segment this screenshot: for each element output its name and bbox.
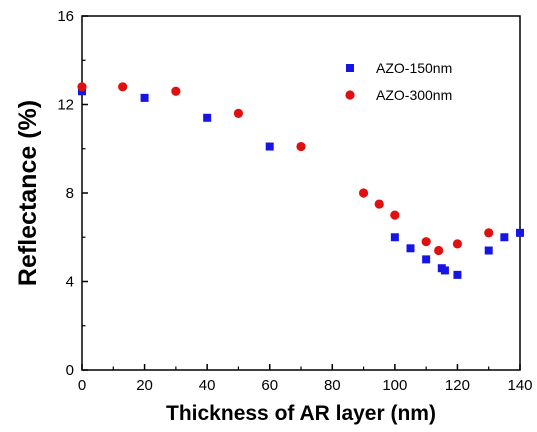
x-tick-label: 100 [382, 377, 407, 394]
plot-border [81, 15, 521, 371]
y-tick-label: 8 [66, 185, 74, 202]
y-tick-label: 16 [57, 8, 74, 25]
azo-150nm-point [390, 233, 399, 242]
azo-300nm-point [452, 239, 463, 249]
x-tick-label: 80 [324, 377, 341, 394]
azo-150nm-point [453, 270, 462, 279]
x-axis-title: Thickness of AR layer (nm) [166, 402, 436, 425]
azo-300nm-point [374, 199, 384, 209]
x-tick-label: 20 [136, 377, 153, 394]
y-tick-label: 12 [57, 97, 74, 114]
azo-300nm-point [296, 141, 306, 152]
x-tick-label: 40 [199, 377, 216, 394]
legend-marker [346, 64, 354, 72]
azo-150nm-point [265, 142, 274, 151]
azo-300nm-point [484, 228, 494, 238]
azo-150nm-point [140, 93, 149, 102]
data-points [77, 82, 524, 279]
azo-300nm-point [171, 86, 181, 96]
y-axis-title: Reflectance (%) [14, 100, 42, 286]
azo-300nm-point [434, 245, 444, 256]
azo-300nm-point [233, 108, 244, 118]
x-tick-label: 0 [78, 377, 86, 394]
y-tick-label: 0 [66, 362, 74, 379]
azo-150nm-point [406, 244, 415, 253]
azo-150nm-point [516, 228, 524, 237]
azo-150nm-point [422, 255, 431, 264]
legend-label: AZO-150nm [376, 60, 452, 76]
x-tick-label: 140 [507, 377, 532, 394]
legend-label: AZO-300nm [376, 87, 452, 103]
azo-150nm-point [500, 233, 509, 242]
legend: AZO-150nm AZO-300nm [345, 60, 452, 103]
azo-300nm-point [118, 82, 128, 92]
azo-150nm-point [484, 246, 493, 255]
x-tick-label: 120 [445, 377, 470, 394]
legend-marker [345, 90, 355, 100]
x-tick-label: 60 [261, 377, 278, 394]
azo-150nm-point [203, 113, 212, 122]
azo-150nm-point [440, 266, 449, 275]
y-axis-ticks: 0 4 8 12 16 [57, 8, 88, 379]
azo-300nm-point [358, 188, 369, 198]
azo-300nm-point [421, 237, 431, 247]
x-axis-ticks: 0 20 40 60 80 100 120 140 [78, 364, 533, 394]
azo-300nm-point [77, 82, 87, 92]
y-tick-label: 4 [66, 274, 74, 291]
plot-frame [81, 15, 521, 371]
azo-300nm-point [390, 210, 400, 220]
